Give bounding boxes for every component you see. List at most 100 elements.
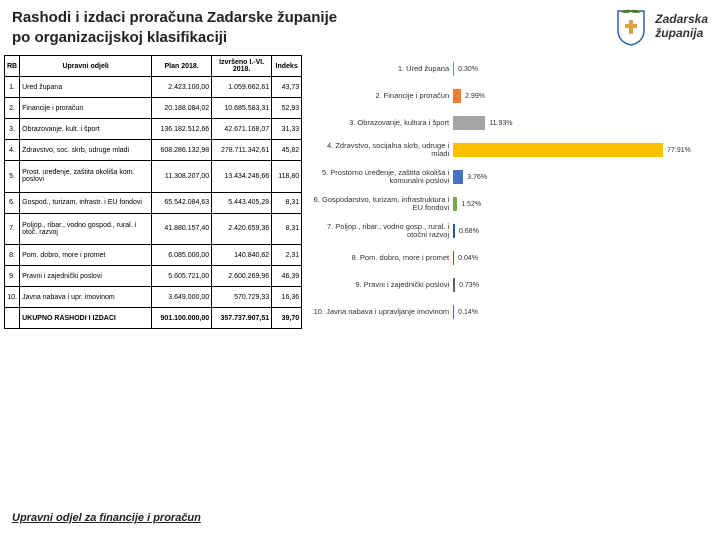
chart-label: 8. Pom. dobro, more i promet: [308, 254, 453, 262]
table-row: 2.Financije i proračun20.188.084,0210.68…: [5, 98, 302, 119]
chart-bar: [453, 251, 454, 265]
cell-rb: 4.: [5, 140, 20, 161]
table-row: 7.Poljop., ribar., vodno gospod., rural.…: [5, 213, 302, 245]
cell-izv: 1.059.662,61: [212, 77, 272, 98]
chart-label: 6. Gospodarstvo, turizam, infrastruktura…: [308, 196, 453, 213]
chart-bar: [453, 305, 454, 319]
chart-bar-wrap: 3.76%: [453, 167, 712, 187]
chart-label: 4. Zdravstvo, socijalna skrb, udruge i m…: [308, 142, 453, 159]
chart-value: 2.99%: [465, 93, 485, 100]
chart-label: 7. Poljop., ribar., vodno gosp., rural. …: [308, 223, 453, 240]
cell-idx: 52,93: [272, 98, 302, 119]
header: Rashodi i izdaci proračuna Zadarske župa…: [0, 0, 720, 51]
content-area: RB Upravni odjeli Plan 2018. Izvršeno I.…: [0, 51, 720, 329]
cell-plan: 3.649.000,00: [152, 287, 212, 308]
cell-dept: Pravni i zajednički poslovi: [20, 266, 152, 287]
cell-idx: 8,31: [272, 192, 302, 213]
chart-value: 0.14%: [458, 309, 478, 316]
cell-dept: Ured župana: [20, 77, 152, 98]
chart-value: 11.93%: [489, 120, 512, 127]
chart-bar-wrap: 0.04%: [453, 248, 712, 268]
chart-label: 3. Obrazovanje, kultura i šport: [308, 119, 453, 127]
cell-dept: Financije i proračun: [20, 98, 152, 119]
chart-bar-wrap: 0.30%: [453, 59, 712, 79]
title-line1: Rashodi i izdaci proračuna Zadarske župa…: [12, 9, 337, 26]
chart-bar-wrap: 1.52%: [453, 194, 712, 214]
cell-dept: Poljop., ribar., vodno gospod., rural. i…: [20, 213, 152, 245]
cell-plan: 11.308.207,00: [152, 161, 212, 193]
chart-value: 0.30%: [458, 66, 478, 73]
chart-label: 10. Javna nabava i upravljanje imovinom: [308, 308, 453, 316]
chart-value: 0.73%: [459, 282, 479, 289]
cell-plan: 5.605.721,00: [152, 266, 212, 287]
crest-label: Zadarska županija: [655, 13, 708, 41]
chart-row: 1. Ured župana 0.30%: [308, 59, 712, 79]
chart-row: 6. Gospodarstvo, turizam, infrastruktura…: [308, 194, 712, 214]
cell-idx: 16,36: [272, 287, 302, 308]
chart-value: 0.04%: [458, 255, 478, 262]
cell-idx: 46,39: [272, 266, 302, 287]
bar-chart: 1. Ured župana 0.30% 2. Financije i prorač…: [308, 55, 712, 329]
chart-row: 10. Javna nabava i upravljanje imovinom 0…: [308, 302, 712, 322]
cell-dept: Obrazovanje, kult. i šport: [20, 119, 152, 140]
chart-row: 5. Prostorno uređenje, zaštita okoliša i…: [308, 167, 712, 187]
cell-total-label: UKUPNO RASHODI I IZDACI: [20, 308, 152, 329]
chart-bar-wrap: 0.14%: [453, 302, 712, 322]
cell-izv: 2.600.269,96: [212, 266, 272, 287]
chart-row: 4. Zdravstvo, socijalna skrb, udruge i m…: [308, 140, 712, 160]
cell-plan: 41.880.157,40: [152, 213, 212, 245]
cell-rb: 7.: [5, 213, 20, 245]
table-row: 4.Zdravstvo, soc. skrb, udruge mladi608.…: [5, 140, 302, 161]
chart-label: 1. Ured župana: [308, 65, 453, 73]
cell-plan: 136.182.512,66: [152, 119, 212, 140]
cell-izv: 140.840,62: [212, 245, 272, 266]
cell-izv: 10.685.583,31: [212, 98, 272, 119]
chart-row: 8. Pom. dobro, more i promet 0.04%: [308, 248, 712, 268]
chart-bar-wrap: 2.99%: [453, 86, 712, 106]
chart-bar-wrap: 0.73%: [453, 275, 712, 295]
chart-label: 2. Financije i proračun: [308, 92, 453, 100]
footer-link[interactable]: Upravni odjel za financije i proračun: [12, 512, 201, 524]
table-row: 6.Gospod., turizam, infrastr. i EU fondo…: [5, 192, 302, 213]
chart-bar: [453, 197, 457, 211]
chart-value: 0.68%: [459, 228, 479, 235]
cell-rb: 10.: [5, 287, 20, 308]
cell-dept: Prost. uređenje, zaštita okoliša kom. po…: [20, 161, 152, 193]
chart-bar: [453, 62, 454, 76]
th-dept: Upravni odjeli: [20, 56, 152, 77]
th-idx: Indeks: [272, 56, 302, 77]
cell-plan: 608.286.132,98: [152, 140, 212, 161]
chart-value: 3.76%: [467, 174, 487, 181]
cell-rb: [5, 308, 20, 329]
chart-value: 77.91%: [667, 147, 691, 154]
chart-bar: [453, 278, 455, 292]
cell-rb: 2.: [5, 98, 20, 119]
cell-dept: Zdravstvo, soc. skrb, udruge mladi: [20, 140, 152, 161]
cell-idx: 118,80: [272, 161, 302, 193]
chart-row: 9. Pravni i zajednički poslovi 0.73%: [308, 275, 712, 295]
chart-label: 9. Pravni i zajednički poslovi: [308, 281, 453, 289]
chart-bar-wrap: 11.93%: [453, 113, 712, 133]
cell-plan: 901.100.000,00: [152, 308, 212, 329]
table-row: 3.Obrazovanje, kult. i šport136.182.512,…: [5, 119, 302, 140]
chart-bar: [453, 116, 485, 130]
cell-rb: 3.: [5, 119, 20, 140]
cell-izv: 42.671.168,07: [212, 119, 272, 140]
chart-row: 2. Financije i proračun 2.99%: [308, 86, 712, 106]
cell-plan: 65.542.084,63: [152, 192, 212, 213]
budget-table: RB Upravni odjeli Plan 2018. Izvršeno I.…: [4, 55, 302, 329]
table-row: 10.Javna nabava i upr. imovinom3.649.000…: [5, 287, 302, 308]
cell-izv: 5.443.405,28: [212, 192, 272, 213]
cell-idx: 2,31: [272, 245, 302, 266]
cell-rb: 1.: [5, 77, 20, 98]
cell-izv: 357.737.907,51: [212, 308, 272, 329]
table-row: 9.Pravni i zajednički poslovi5.605.721,0…: [5, 266, 302, 287]
cell-izv: 570.729,33: [212, 287, 272, 308]
th-plan: Plan 2018.: [152, 56, 212, 77]
chart-value: 1.52%: [461, 201, 481, 208]
cell-idx: 45,82: [272, 140, 302, 161]
cell-rb: 6.: [5, 192, 20, 213]
cell-izv: 13.434.246,66: [212, 161, 272, 193]
cell-plan: 20.188.084,02: [152, 98, 212, 119]
cell-dept: Pom. dobro, more i promet: [20, 245, 152, 266]
